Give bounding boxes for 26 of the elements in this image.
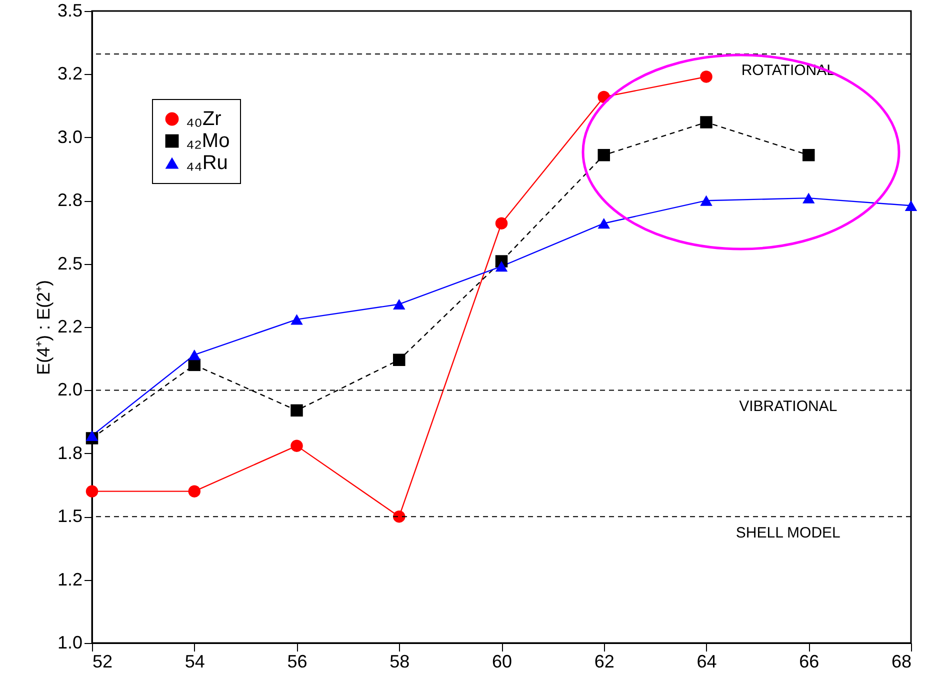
y-tick-label: 2.0 [57,380,82,400]
x-tick-label: 54 [184,652,205,672]
y-tick-label: 2.2 [57,316,82,336]
x-tick-label: 60 [492,652,512,672]
legend-label: ₄₄Ru [186,152,228,174]
x-tick-label: 58 [390,652,410,672]
y-tick-label: 3.5 [57,0,82,20]
y-tick-label: 1.8 [57,442,82,463]
x-tick-label: 52 [92,652,113,672]
ref-line-label: VIBRATIONAL [739,398,838,416]
y-tick-label: 2.8 [57,190,82,210]
y-tick-label: 1.5 [57,506,82,526]
y-axis-title: E(4⁺) : E(2⁺) [33,280,54,376]
y-tick-label: 3.2 [57,64,82,84]
y-tick-label: 1.0 [57,632,82,652]
x-tick-label: 56 [287,652,308,672]
x-tick-label: 62 [594,652,614,672]
y-tick-label: 1.2 [57,569,82,590]
x-tick-label: 68 [891,652,912,672]
x-tick-label: 66 [799,652,820,672]
x-tick-label: 64 [696,652,717,672]
y-tick-label: 3.0 [57,126,82,147]
y-tick-label: 2.5 [57,253,82,274]
legend-label: ₄₂Mo [186,130,230,152]
ref-line-label: SHELL MODEL [736,524,840,542]
legend-label: ₄₀Zr [186,108,222,130]
